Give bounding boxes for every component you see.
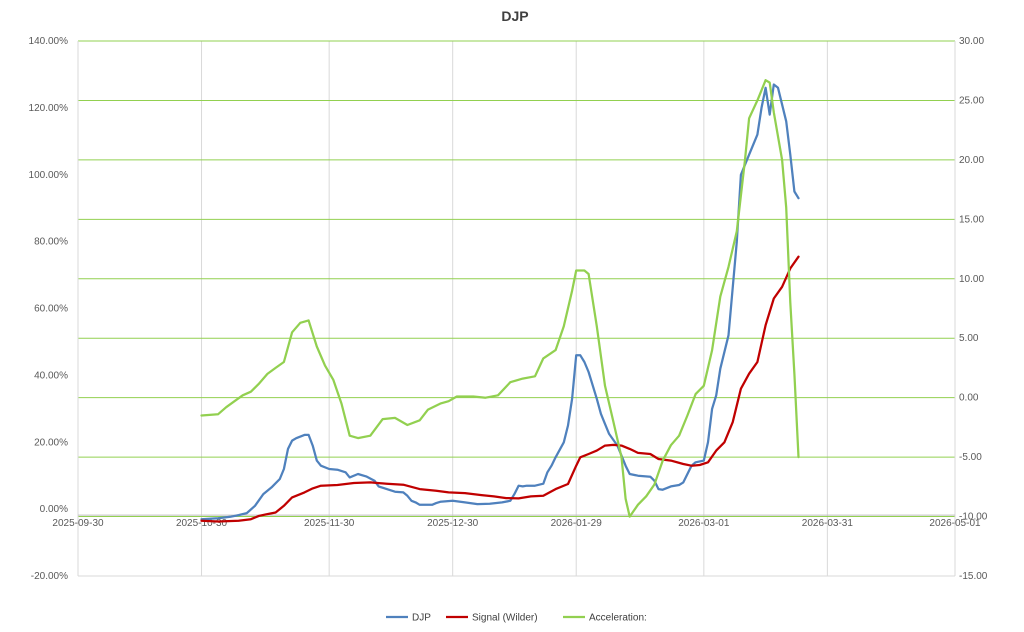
y-left-tick-label: -20.00% — [31, 571, 68, 582]
y-left-tick-label: 140.00% — [29, 36, 69, 47]
axes: -20.00% 0.00% 20.00% 40.00% 60.00% 80.00% 100.… — [29, 36, 988, 582]
x-tick-label: 2025-12-30 — [427, 518, 479, 529]
x-tick-label: 2025-10-30 — [176, 518, 228, 529]
series-lines — [200, 79, 800, 523]
legend: DJP Signal (Wilder) Acceleration: — [386, 613, 647, 624]
y-right-tick-label: 25.00 — [959, 95, 984, 106]
gridlines — [77, 40, 956, 577]
x-tick-label: 2025-11-30 — [304, 518, 355, 529]
x-tick-label: 2025-09-30 — [52, 518, 104, 529]
y-left-tick-label: 120.00% — [29, 103, 69, 114]
legend-label: DJP — [412, 613, 431, 624]
series-line-2 — [200, 79, 800, 518]
x-tick-label: 2026-03-31 — [802, 518, 854, 529]
y-right-tick-label: 15.00 — [959, 214, 984, 225]
y-right-tick-label: -5.00 — [959, 452, 982, 463]
y-left-tick-label: 60.00% — [34, 304, 68, 315]
y-left-tick-label: 80.00% — [34, 237, 68, 248]
series-line-0 — [200, 83, 800, 521]
y-right-tick-label: -10.00 — [959, 512, 988, 523]
y-left-tick-label: 40.00% — [34, 370, 68, 381]
y-right-tick-label: 10.00 — [959, 274, 984, 285]
y-right-tick-label: -15.00 — [959, 571, 988, 582]
y-left-tick-label: 0.00% — [40, 504, 68, 515]
legend-label: Acceleration: — [589, 613, 647, 624]
y-right-tick-label: 0.00 — [959, 393, 979, 404]
y-right-tick-label: 5.00 — [959, 333, 979, 344]
legend-label: Signal (Wilder) — [472, 613, 538, 624]
y-left-tick-label: 20.00% — [34, 437, 68, 448]
chart-title: DJP — [501, 8, 528, 24]
x-tick-label: 2026-01-29 — [551, 518, 603, 529]
x-tick-label: 2026-03-01 — [678, 518, 730, 529]
y-left-tick-label: 100.00% — [29, 170, 69, 181]
x-tick-label: 2026-05-01 — [929, 518, 981, 529]
series-line-1 — [200, 255, 800, 523]
y-right-tick-label: 30.00 — [959, 36, 984, 47]
y-right-tick-label: 20.00 — [959, 155, 984, 166]
